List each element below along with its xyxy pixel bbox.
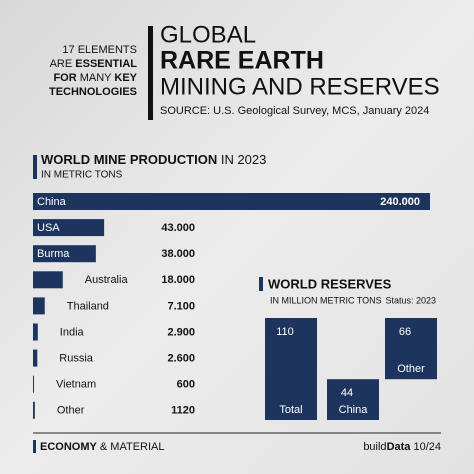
value-label: 18.000 — [161, 274, 195, 286]
title-line: MINING AND RESERVES — [160, 73, 440, 100]
value-label: 38.000 — [161, 248, 195, 260]
title-accent — [148, 26, 153, 120]
bar — [385, 318, 437, 380]
intro-line-part: MANY — [80, 72, 115, 84]
bar — [33, 349, 38, 367]
category-label: Vietnam — [56, 379, 96, 391]
category-label: Other — [57, 405, 85, 417]
chart-title-part: IN 2023 — [217, 152, 266, 167]
footer-right-part: Data — [387, 441, 412, 453]
footer-accent — [33, 440, 36, 453]
content: 17 ELEMENTS ARE ESSENTIAL FOR MANY KEY TECH… — [33, 21, 441, 453]
bar — [33, 193, 430, 210]
bar — [33, 401, 35, 419]
bar — [33, 219, 105, 237]
chart-title: WORLD RESERVES — [268, 276, 392, 291]
category-label: Total — [279, 404, 302, 416]
category-label: Burma — [37, 248, 70, 260]
value-label: 1120 — [171, 405, 195, 417]
footer-right: buildData 10/24 — [363, 441, 441, 453]
footer-right-part: build — [363, 441, 386, 453]
bar — [33, 323, 38, 341]
chart-subtitle: IN MILLION METRIC TONS — [270, 295, 382, 305]
intro-line: 17 ELEMENTS — [62, 44, 137, 56]
value-label: 7.100 — [167, 300, 195, 312]
bar — [33, 297, 45, 315]
value-label: 44 — [341, 387, 353, 399]
bar — [33, 271, 63, 289]
intro-line-part: TECHNOLOGIES — [49, 86, 137, 98]
chart-title-part: WORLD MINE PRODUCTION — [41, 152, 217, 167]
category-label: Australia — [85, 274, 129, 286]
footer-left-part: ECONOMY — [40, 441, 98, 453]
footer-left-part: & MATERIAL — [97, 441, 165, 453]
value-label: 2.600 — [167, 353, 195, 365]
chart-subtitle: IN METRIC TONS — [41, 170, 123, 181]
chart-note: Status: 2023 — [385, 295, 436, 305]
source: SOURCE: U.S. Geological Survey, MCS, Jan… — [160, 105, 429, 117]
intro-line-part: FOR — [53, 72, 79, 84]
intro-line: FOR MANY KEY — [53, 72, 137, 84]
chart-title: WORLD MINE PRODUCTION IN 2023 — [41, 152, 266, 167]
category-label: China — [339, 404, 369, 416]
intro-line-part: 17 ELEMENTS — [62, 44, 137, 56]
intro-line: ARE ESSENTIAL — [50, 58, 138, 70]
intro-line-part: KEY — [114, 72, 137, 84]
category-label: Russia — [59, 353, 94, 365]
chart-accent — [33, 155, 37, 179]
intro-line-part: ESSENTIAL — [75, 58, 137, 70]
intro-line: TECHNOLOGIES — [49, 86, 137, 98]
category-label: USA — [37, 222, 60, 234]
value-label: 66 — [399, 326, 411, 338]
intro-line-part: ARE — [50, 58, 76, 70]
category-label: India — [60, 326, 85, 338]
category-label: China — [37, 196, 67, 208]
bar — [33, 375, 34, 393]
title-line: RARE EARTH — [160, 47, 324, 75]
value-label: 43.000 — [161, 222, 195, 234]
value-label: 110 — [276, 326, 294, 338]
bar — [33, 245, 96, 263]
value-label: 240.000 — [380, 196, 420, 208]
title-line: GLOBAL — [160, 21, 256, 48]
category-label: Thailand — [67, 300, 109, 312]
bar — [327, 379, 379, 420]
category-label: Other — [397, 363, 425, 375]
chart-accent — [259, 277, 263, 291]
value-label: 600 — [177, 379, 195, 391]
footer-right-part: 10/24 — [410, 441, 441, 453]
footer-left: ECONOMY & MATERIAL — [40, 441, 165, 453]
value-label: 2.900 — [167, 326, 195, 338]
bar — [265, 318, 317, 420]
